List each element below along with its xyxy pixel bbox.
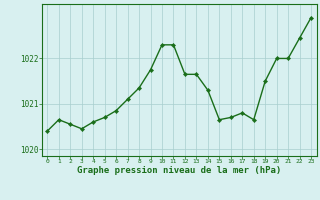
X-axis label: Graphe pression niveau de la mer (hPa): Graphe pression niveau de la mer (hPa): [77, 166, 281, 175]
